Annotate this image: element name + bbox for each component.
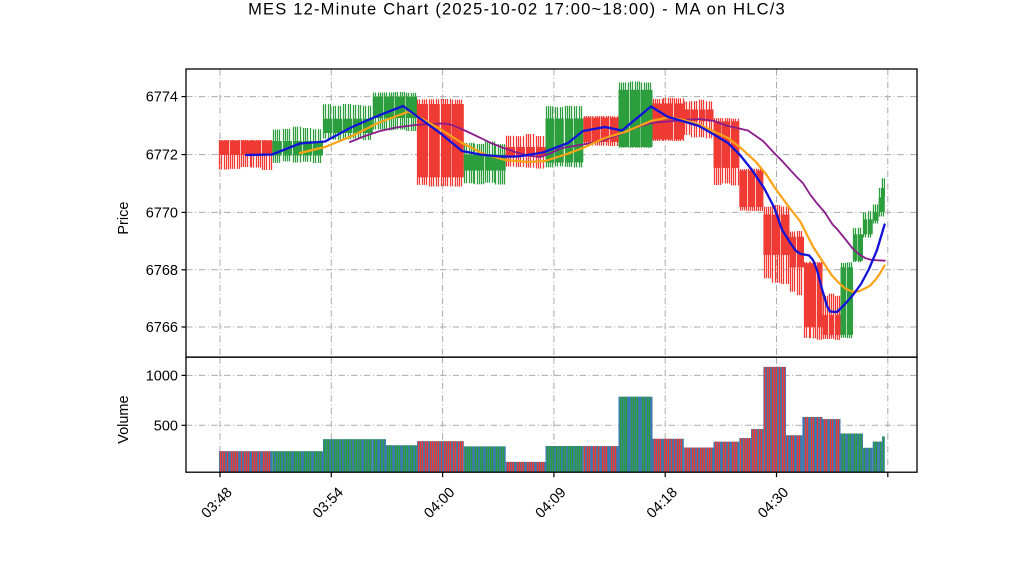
- svg-text:500: 500: [154, 418, 178, 434]
- svg-text:6772: 6772: [146, 148, 178, 164]
- svg-text:1000: 1000: [146, 368, 178, 384]
- svg-text:MES 12-Minute Chart (2025-10-0: MES 12-Minute Chart (2025-10-02 17:00~18…: [248, 1, 786, 19]
- svg-text:6774: 6774: [146, 90, 178, 106]
- svg-text:Volume: Volume: [116, 395, 132, 443]
- svg-text:Price: Price: [116, 202, 132, 235]
- svg-text:6768: 6768: [146, 263, 178, 279]
- svg-text:6770: 6770: [146, 205, 178, 221]
- svg-text:6766: 6766: [146, 320, 178, 336]
